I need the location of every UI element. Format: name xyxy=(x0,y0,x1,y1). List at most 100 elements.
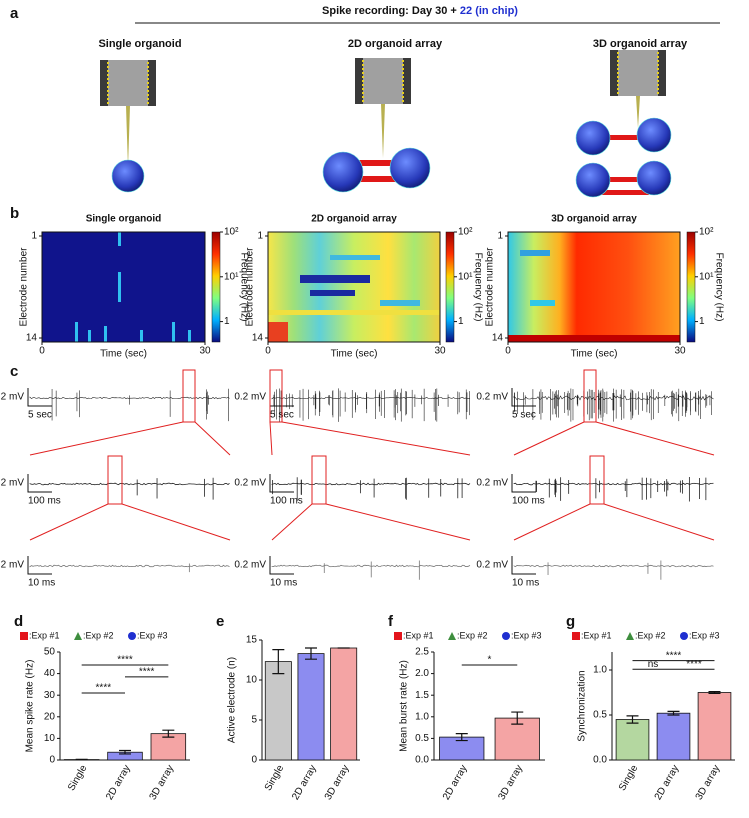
bar xyxy=(297,653,325,761)
panel-letter: f xyxy=(388,613,394,630)
error-bar xyxy=(511,711,524,725)
y-tick-label: 1.5 xyxy=(415,690,429,701)
scale-bar-label: 0.2 mV xyxy=(476,478,508,489)
y-tick-label: 0 xyxy=(49,755,55,766)
scale-bar xyxy=(269,556,294,575)
x-axis-label: Time (sec) xyxy=(100,349,147,360)
legend-marker xyxy=(680,632,688,640)
x-tick-label: 0 xyxy=(505,346,511,357)
x-tick-label: 0 xyxy=(265,346,271,357)
legend-label: :Exp #3 xyxy=(137,630,168,640)
bar xyxy=(150,733,187,761)
colorbar-tick-label: 1 xyxy=(224,316,230,327)
x-tick-label: 2D array xyxy=(653,763,682,802)
voltage-trace xyxy=(29,388,230,422)
error-bar xyxy=(708,691,721,694)
y-tick-label: 15 xyxy=(246,635,258,646)
legend-marker xyxy=(20,632,28,640)
significance-label: **** xyxy=(117,655,133,666)
illustration-label: Single organoid xyxy=(98,38,181,50)
y-axis-label: Mean spike rate (Hz) xyxy=(25,660,36,753)
y-tick-label: 14 xyxy=(252,333,264,344)
scale-bar-label: 5 sec xyxy=(28,410,52,421)
legend-marker xyxy=(394,632,402,640)
x-tick-label: 3D array xyxy=(694,763,723,802)
bar xyxy=(615,719,650,761)
significance-label: ns xyxy=(648,659,659,670)
bar xyxy=(656,712,691,761)
heatmap-single xyxy=(42,232,205,342)
heatmap-2d xyxy=(268,232,440,342)
scale-bar-label: 0.2 mV xyxy=(476,560,508,571)
y-axis-label: Electrode number xyxy=(485,247,496,327)
colorbar-tick-label: 10² xyxy=(224,227,239,238)
y-tick-label: 2.0 xyxy=(415,668,429,679)
y-tick-label: 0.5 xyxy=(415,733,429,744)
colorbar-tick-label: 1 xyxy=(458,316,464,327)
voltage-trace xyxy=(271,388,471,422)
significance-label: **** xyxy=(139,666,155,677)
illustration-single xyxy=(100,60,156,193)
colorbar-tick-label: 10¹ xyxy=(699,271,714,282)
legend-marker xyxy=(448,632,456,640)
y-axis-label: Synchronization xyxy=(577,670,588,741)
zoom-line xyxy=(29,421,231,456)
colorbar-tick-label: 10¹ xyxy=(458,271,473,282)
scale-bar-label: 10 ms xyxy=(270,578,297,589)
heatmap-frame xyxy=(41,231,206,343)
voltage-trace xyxy=(513,476,714,502)
colorbar-tick-label: 10² xyxy=(699,227,714,238)
bar xyxy=(494,717,540,761)
scale-bar xyxy=(511,556,536,575)
bar xyxy=(264,661,292,761)
x-tick-label: 0 xyxy=(39,346,45,357)
colorbar xyxy=(445,231,455,343)
panel-letter: a xyxy=(10,5,19,22)
illustration-label: 3D organoid array xyxy=(593,38,688,50)
zoom-line xyxy=(513,421,715,456)
scale-bar-label: 10 ms xyxy=(28,578,55,589)
legend-label: :Exp #1 xyxy=(403,630,434,640)
colorbar xyxy=(211,231,221,343)
scale-bar xyxy=(27,556,52,575)
heatmap-3d xyxy=(508,232,680,342)
illustration-3d xyxy=(575,50,672,198)
y-tick-label: 10 xyxy=(44,733,56,744)
y-axis-label: Electrode number xyxy=(19,247,30,327)
heatmap-title: 3D organoid array xyxy=(551,214,637,225)
legend-label: :Exp #2 xyxy=(457,630,488,640)
scale-bar-label: 100 ms xyxy=(270,496,303,507)
legend-label: :Exp #2 xyxy=(83,630,114,640)
y-tick-label: 20 xyxy=(44,711,56,722)
scale-bar-label: 100 ms xyxy=(512,496,545,507)
x-tick-label: 30 xyxy=(434,346,446,357)
x-tick-label: 3D array xyxy=(323,763,352,802)
colorbar-tick-label: 10² xyxy=(458,227,473,238)
x-tick-label: Single xyxy=(263,763,287,793)
scale-bar xyxy=(27,388,52,407)
colorbar-label: Frequency (Hz) xyxy=(472,253,483,322)
heatmap-frame xyxy=(507,231,681,343)
illustration-2d xyxy=(322,58,431,193)
significance-label: **** xyxy=(666,650,682,661)
illustration-label: 2D organoid array xyxy=(348,38,443,50)
legend-marker xyxy=(626,632,634,640)
colorbar-label: Frequency (Hz) xyxy=(713,253,724,322)
scale-bar xyxy=(511,388,536,407)
y-axis-label: Electrode number xyxy=(245,247,256,327)
panel-letter: b xyxy=(10,205,19,222)
title-text: Spike recording: Day 30 + xyxy=(322,5,460,17)
error-bar xyxy=(162,729,175,738)
zoom-box xyxy=(107,455,123,505)
zoom-box xyxy=(269,369,283,423)
y-tick-label: 0.0 xyxy=(415,755,429,766)
scale-bar-label: 0.2 mV xyxy=(234,560,266,571)
zoom-box xyxy=(182,369,196,423)
voltage-trace xyxy=(29,477,230,500)
y-tick-label: 0 xyxy=(251,755,257,766)
title-highlight: 22 (in chip) xyxy=(460,5,518,17)
scale-bar xyxy=(269,474,294,493)
error-bar xyxy=(626,715,639,724)
heatmap-title: 2D organoid array xyxy=(311,214,397,225)
